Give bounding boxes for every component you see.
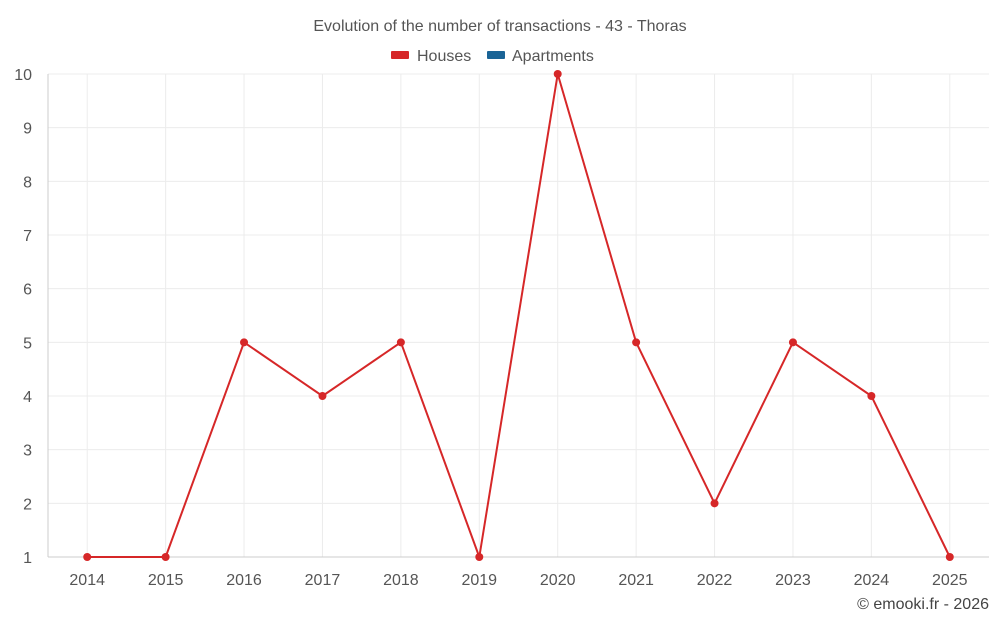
x-tick-label: 2024 bbox=[854, 572, 890, 589]
data-point-houses[interactable] bbox=[788, 338, 797, 347]
x-tick-label: 2022 bbox=[697, 572, 733, 589]
x-tick-label: 2019 bbox=[461, 572, 497, 589]
x-tick-label: 2014 bbox=[69, 572, 105, 589]
data-point-houses[interactable] bbox=[83, 553, 92, 561]
x-tick-label: 2025 bbox=[932, 572, 968, 589]
legend-swatch-houses bbox=[391, 51, 409, 59]
x-tick-label: 2016 bbox=[226, 572, 262, 589]
y-tick-label: 10 bbox=[14, 67, 32, 84]
x-tick-label: 2017 bbox=[305, 572, 341, 589]
series-line-houses bbox=[87, 73, 951, 558]
legend-item-houses[interactable]: Houses bbox=[391, 48, 471, 65]
plot-area bbox=[83, 70, 954, 561]
data-point-houses[interactable] bbox=[945, 553, 954, 561]
data-point-houses[interactable] bbox=[867, 392, 876, 400]
data-point-houses[interactable] bbox=[318, 392, 327, 400]
x-tick-label: 2015 bbox=[148, 572, 184, 589]
y-axis-ticks: 1 2 3 4 5 6 7 8 9 10 bbox=[14, 67, 32, 567]
data-point-houses[interactable] bbox=[553, 70, 562, 78]
legend-item-apartments[interactable]: Apartments bbox=[487, 48, 594, 65]
y-tick-label: 6 bbox=[23, 282, 32, 299]
data-point-houses[interactable] bbox=[475, 553, 484, 561]
x-tick-label: 2023 bbox=[775, 572, 811, 589]
data-point-houses[interactable] bbox=[240, 338, 249, 347]
legend: Houses Apartments bbox=[391, 48, 594, 65]
y-tick-label: 2 bbox=[23, 496, 32, 513]
y-tick-label: 3 bbox=[23, 443, 32, 460]
x-tick-label: 2020 bbox=[540, 572, 576, 589]
y-tick-label: 8 bbox=[23, 174, 32, 191]
data-point-houses[interactable] bbox=[396, 338, 405, 347]
data-point-houses[interactable] bbox=[710, 499, 719, 508]
x-tick-label: 2018 bbox=[383, 572, 419, 589]
y-tick-label: 5 bbox=[23, 335, 32, 352]
y-tick-label: 1 bbox=[23, 550, 32, 567]
legend-label-houses: Houses bbox=[417, 48, 471, 65]
legend-swatch-apartments bbox=[487, 51, 505, 59]
x-axis-ticks: 2014 2015 2016 2017 2018 2019 2020 2021 2022 2023… bbox=[69, 572, 967, 589]
data-point-houses[interactable] bbox=[161, 553, 170, 561]
credit-text: © emooki.fr - 2026 bbox=[857, 596, 989, 613]
x-tick-label: 2021 bbox=[618, 572, 654, 589]
y-tick-label: 7 bbox=[23, 228, 32, 245]
legend-label-apartments: Apartments bbox=[512, 48, 594, 65]
y-tick-label: 9 bbox=[23, 121, 32, 138]
chart-title: Evolution of the number of transactions … bbox=[313, 18, 686, 35]
gridlines bbox=[47, 73, 989, 558]
y-tick-label: 4 bbox=[23, 389, 32, 406]
data-point-houses[interactable] bbox=[632, 338, 641, 347]
